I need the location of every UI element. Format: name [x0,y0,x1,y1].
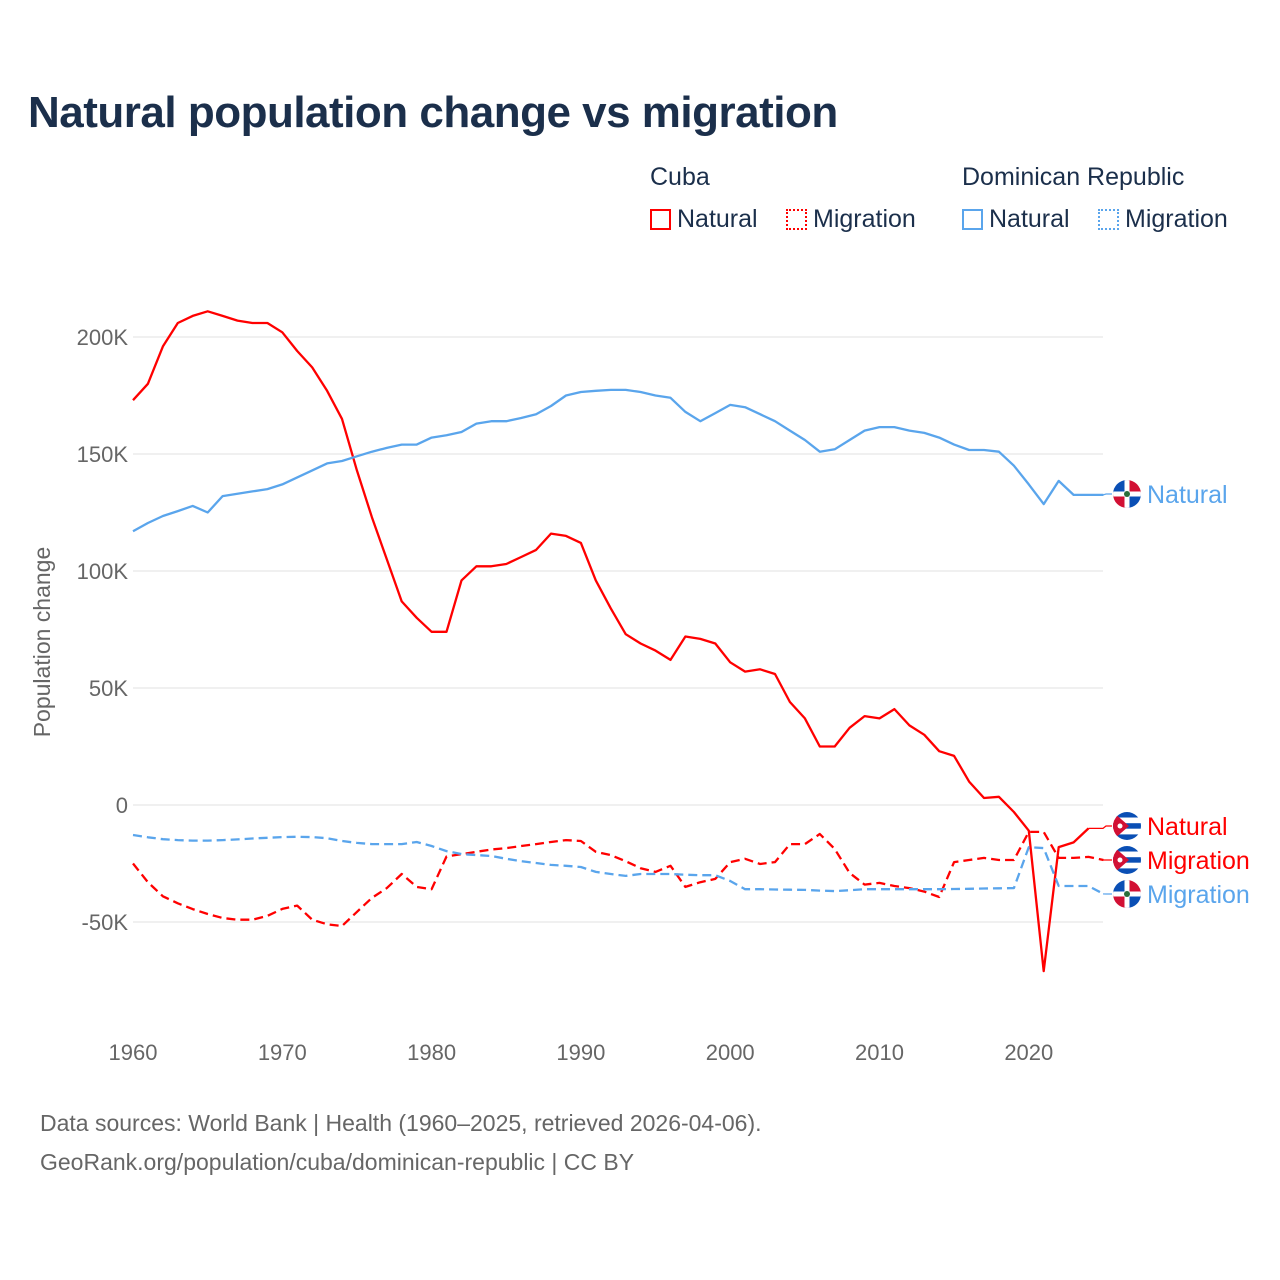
legend-group-dominican-republic: Dominican Republic [962,163,1185,191]
y-tick-label: 150K [77,442,129,467]
x-tick-label: 1990 [556,1040,605,1065]
x-tick-label: 1960 [109,1040,158,1065]
x-tick-label: 1970 [258,1040,307,1065]
legend-dr-natural[interactable]: Natural [962,205,1070,234]
legend-cuba-natural[interactable]: Natural [650,205,758,234]
legend-swatch-solid [962,209,983,230]
dominican-republic-flag-icon [1113,880,1141,908]
legend-label: Migration [1125,205,1228,233]
y-tick-label: 200K [77,325,129,350]
legend-swatch-dotted [786,209,807,230]
series-end-label: Migration [1147,881,1250,909]
x-tick-label: 1980 [407,1040,456,1065]
label-connector [1102,493,1112,496]
source-url[interactable]: GeoRank.org/population/cuba/dominican-re… [40,1149,635,1175]
legend-swatch-dotted [1098,209,1119,230]
y-tick-label: -50K [82,910,129,935]
x-tick-label: 2010 [855,1040,904,1065]
dominican-republic-flag-icon [1113,480,1141,508]
legend-group-cuba: Cuba [650,163,710,191]
legend-label: Natural [989,205,1070,233]
y-tick-label: 50K [89,676,128,701]
label-connector [1088,825,1112,830]
series-line-cuba-migration [132,830,1104,928]
source-text: Data sources: World Bank | Health (1960–… [40,1110,762,1136]
legend-cuba-migration[interactable]: Migration [786,205,916,234]
y-tick-label: 100K [77,559,129,584]
x-tick-label: 2020 [1004,1040,1053,1065]
legend-label: Migration [813,205,916,233]
series-end-label: Migration [1147,847,1250,875]
y-tick-label: 0 [116,793,128,818]
series-line-dominican-republic-migration [132,833,1104,895]
series-end-label: Natural [1147,481,1228,509]
legend-swatch-solid [650,209,671,230]
legend-dr-migration[interactable]: Migration [1098,205,1228,234]
series-line-dominican-republic-natural [132,388,1104,533]
cuba-flag-icon [1113,812,1141,840]
cuba-flag-icon [1113,846,1141,874]
series-line-cuba-natural [132,310,1090,973]
series-end-label: Natural [1147,813,1228,841]
legend-label: Natural [677,205,758,233]
x-tick-label: 2000 [706,1040,755,1065]
chart-title: Natural population change vs migration [28,88,838,137]
y-axis-label: Population change [29,547,55,738]
